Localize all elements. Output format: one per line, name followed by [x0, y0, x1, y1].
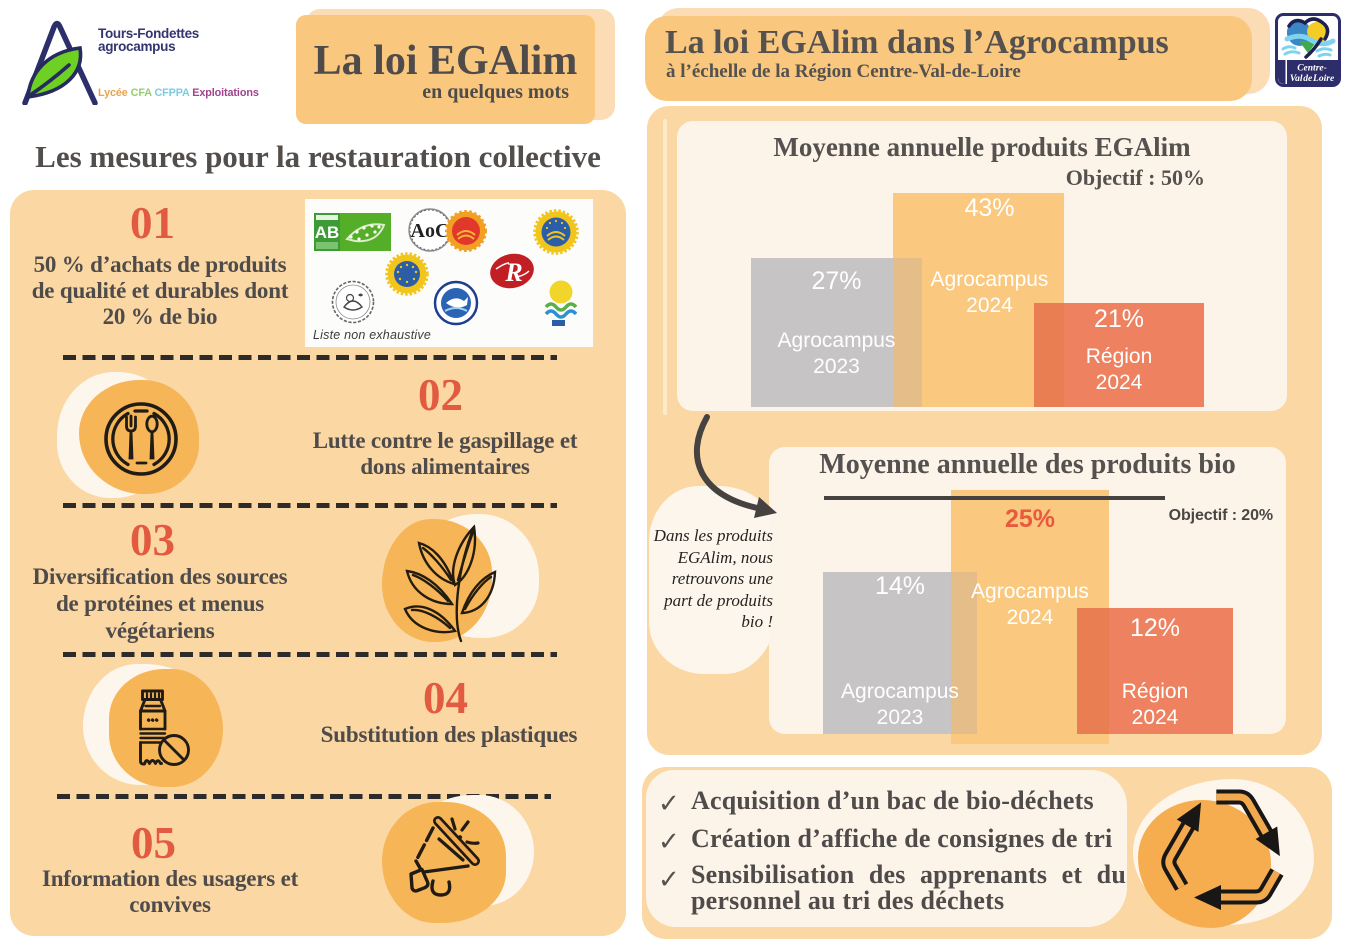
- svg-text:Val de Loire: Val de Loire: [1290, 74, 1335, 84]
- svg-text:AoC: AoC: [411, 220, 450, 242]
- svg-text:AB: AB: [315, 223, 340, 242]
- svg-text:Centre-: Centre-: [1297, 64, 1327, 74]
- svg-text:R: R: [504, 258, 522, 287]
